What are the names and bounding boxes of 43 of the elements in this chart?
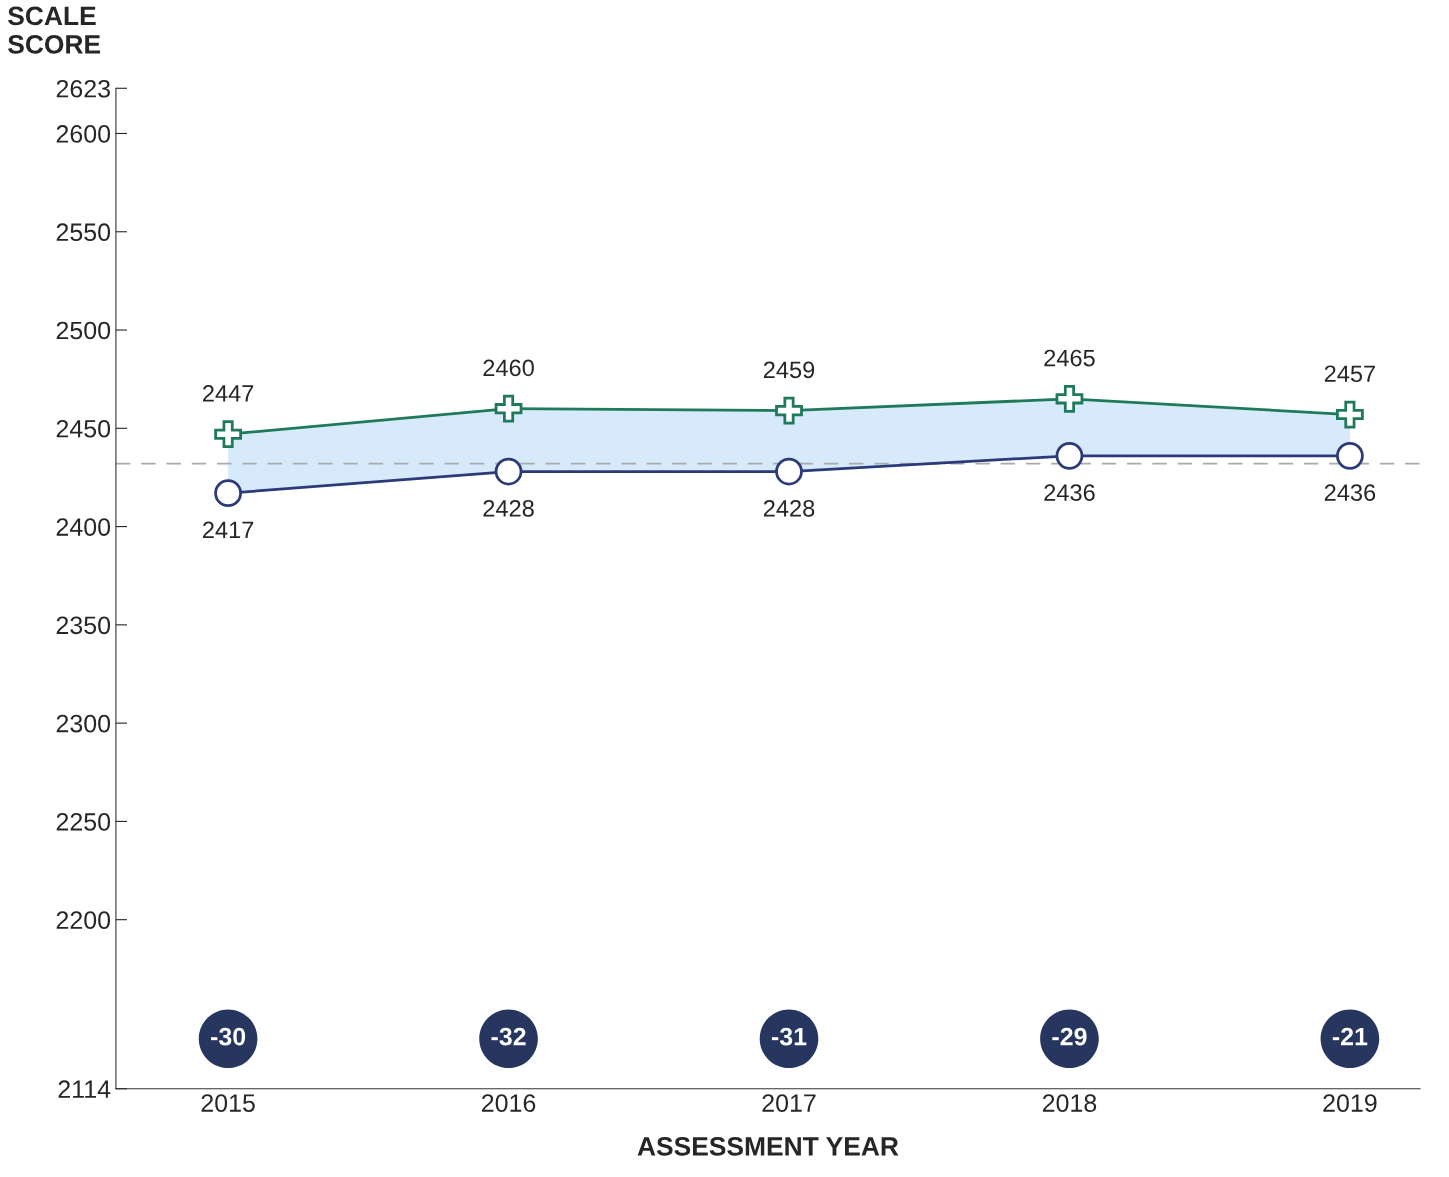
data-label: 2460 bbox=[483, 359, 534, 377]
annotation: -21 bbox=[1332, 1027, 1368, 1046]
y-tick-label: 2600 bbox=[56, 125, 111, 143]
x-tick-label: 2017 bbox=[762, 1094, 816, 1112]
x-tick-label: 2019 bbox=[1323, 1094, 1377, 1112]
y-tick-label: 2623 bbox=[56, 79, 110, 98]
data-label: 2465 bbox=[1044, 349, 1095, 367]
point bbox=[214, 420, 242, 449]
point bbox=[214, 479, 242, 508]
point bbox=[494, 394, 523, 423]
annotation: -29 bbox=[1052, 1027, 1087, 1046]
y-tick-label: 2200 bbox=[56, 911, 111, 929]
annotation: -30 bbox=[211, 1027, 246, 1046]
y-axis-title: SCALE SCORE bbox=[8, 6, 101, 54]
y-tick-label: 2250 bbox=[56, 813, 111, 831]
annotation: -32 bbox=[491, 1027, 526, 1046]
x-tick-label: 2016 bbox=[482, 1094, 536, 1112]
data-label: 2436 bbox=[1324, 484, 1376, 501]
point bbox=[775, 396, 803, 425]
point bbox=[1336, 441, 1364, 470]
point bbox=[1055, 384, 1084, 413]
y-tick-label: 2350 bbox=[56, 616, 111, 635]
point bbox=[494, 457, 523, 486]
data-label: 2459 bbox=[763, 361, 815, 379]
point bbox=[775, 457, 803, 486]
x-axis-title: ASSESSMENT YEAR bbox=[637, 1137, 899, 1156]
y-tick-label: 2400 bbox=[56, 518, 111, 536]
y-tick-label: 2550 bbox=[56, 223, 111, 242]
data-label: 2428 bbox=[763, 499, 815, 517]
point bbox=[1336, 400, 1364, 429]
y-tick-label: 2300 bbox=[56, 714, 111, 733]
data-label: 2436 bbox=[1044, 484, 1095, 501]
data-label: 2447 bbox=[203, 385, 254, 402]
y-tick-label: 2450 bbox=[56, 419, 111, 438]
data-label: 2428 bbox=[483, 499, 534, 517]
point bbox=[1055, 441, 1084, 470]
annotation: -31 bbox=[771, 1027, 807, 1046]
y-tick-label: 2500 bbox=[56, 321, 111, 340]
data-label: 2457 bbox=[1324, 365, 1375, 383]
data-label: 2417 bbox=[203, 521, 254, 539]
y-tick-label: 2114 bbox=[58, 1080, 111, 1098]
x-tick-label: 2015 bbox=[201, 1094, 255, 1112]
x-tick-label: 2018 bbox=[1042, 1094, 1097, 1112]
